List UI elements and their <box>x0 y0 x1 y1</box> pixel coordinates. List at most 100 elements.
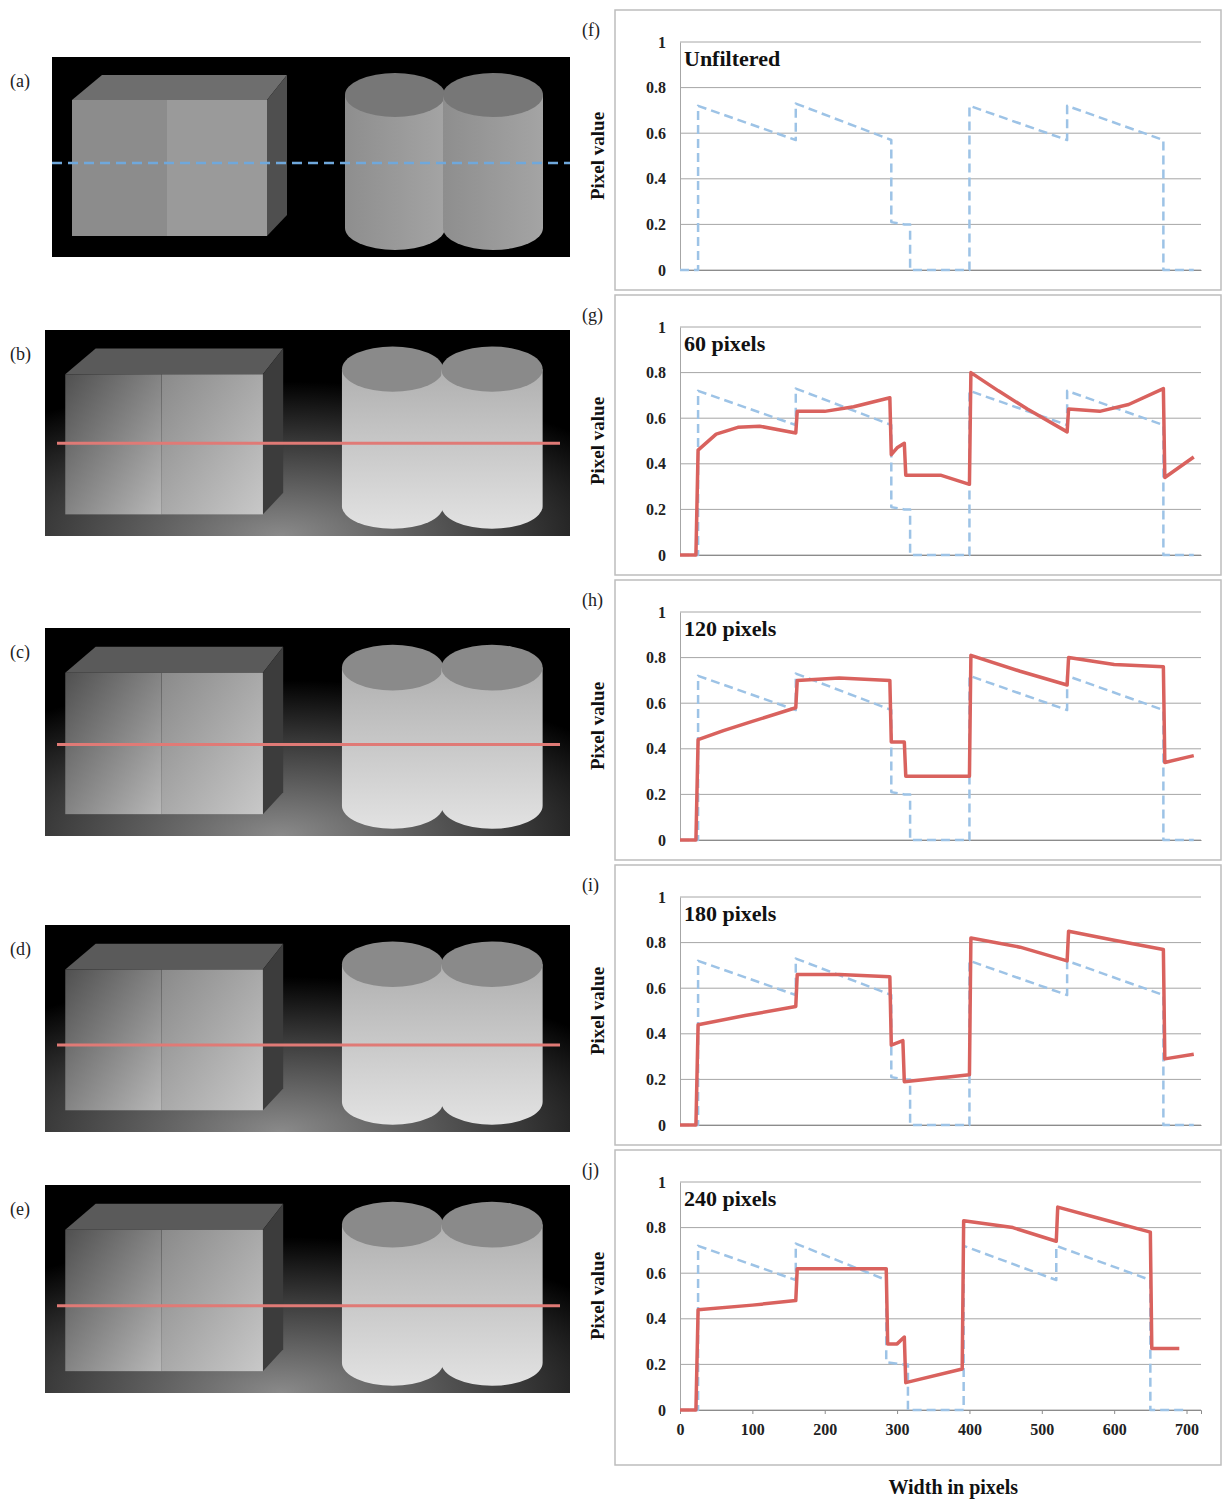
panel-label: (a) <box>10 71 30 92</box>
x-axis-title: Width in pixels <box>888 1476 1018 1499</box>
grid-line <box>680 1318 1201 1319</box>
illustration <box>52 57 570 257</box>
x-tick-label: 600 <box>1103 1421 1127 1438</box>
y-tick-label: 1 <box>658 319 666 336</box>
series-group <box>680 931 1194 1125</box>
y-tick: 0.4 <box>646 740 680 757</box>
cube-front-left <box>65 970 161 1111</box>
y-axis-line <box>680 898 681 1126</box>
cube-top <box>65 647 283 673</box>
y-axis-title: Pixel value <box>587 967 608 1055</box>
y-tick: 0.8 <box>646 79 680 96</box>
cube-top <box>65 349 283 375</box>
illustration <box>45 628 570 836</box>
y-tick: 0 <box>658 1402 680 1419</box>
panel-label: (j) <box>582 1160 599 1181</box>
y-axis: 00.20.40.60.81 <box>646 34 681 279</box>
y-axis: 00.20.40.60.81 <box>646 889 681 1134</box>
y-axis-title: Pixel value <box>587 112 608 200</box>
profile-line <box>57 442 560 445</box>
cylinder-top <box>342 645 443 691</box>
chart-title: 120 pixels <box>684 616 777 641</box>
cylinder-top <box>443 73 543 117</box>
y-tick: 0.2 <box>646 216 680 233</box>
cube-top <box>65 1204 283 1230</box>
y-tick-label: 0.4 <box>646 1025 666 1042</box>
chart-panel: 00.20.40.60.81Unfiltered(f)Pixel value <box>582 10 1221 290</box>
y-tick-label: 0.8 <box>646 1219 666 1236</box>
x-tick-mark <box>897 1410 898 1414</box>
panel-label: (f) <box>582 20 600 41</box>
chart-panel: 00.20.40.60.81120 pixels(h)Pixel value <box>582 580 1221 860</box>
cube-front-left <box>72 100 167 236</box>
panel-frame <box>615 1150 1221 1465</box>
y-axis-line <box>680 1183 681 1411</box>
x-axis: 0100200300400500600700 <box>677 1410 1202 1438</box>
panel-label: (g) <box>582 305 603 326</box>
y-axis-line <box>680 328 681 556</box>
grid-line <box>680 1125 1201 1126</box>
cylinder-top <box>342 346 443 391</box>
y-tick-label: 0.2 <box>646 1071 666 1088</box>
y-tick-label: 0.6 <box>646 410 666 427</box>
grid-line <box>680 224 1201 225</box>
cylinder-body <box>345 95 445 250</box>
grid-line <box>680 794 1201 795</box>
illustration <box>45 330 570 536</box>
grid-line <box>680 133 1201 134</box>
grid-line <box>680 327 1201 328</box>
cube-top <box>72 75 287 100</box>
grid-line <box>680 555 1201 556</box>
y-tick-label: 0.8 <box>646 364 666 381</box>
grid-line <box>680 87 1201 88</box>
grid-line <box>680 1364 1201 1365</box>
cylinder-body <box>441 369 542 529</box>
panel-label: (e) <box>10 1199 30 1220</box>
cylinder-body <box>342 369 443 529</box>
x-tick-label: 400 <box>958 1421 982 1438</box>
grid-line <box>680 988 1201 989</box>
x-tick-mark <box>1042 1410 1043 1414</box>
chart-title: 180 pixels <box>684 901 777 926</box>
y-tick: 1 <box>658 319 680 336</box>
grid-line <box>680 1033 1201 1034</box>
x-tick-label: 300 <box>886 1421 910 1438</box>
cylinder-top <box>342 942 443 988</box>
y-tick-label: 0.4 <box>646 455 666 472</box>
y-axis-line <box>680 613 681 841</box>
grid <box>680 42 1201 270</box>
x-tick: 700 <box>1175 1410 1199 1438</box>
dashed-line <box>680 1244 1187 1410</box>
profile-line <box>52 162 570 165</box>
figure: (a)(b)(c)(d)(e)00.20.40.60.81Unfiltered(… <box>0 0 1223 1502</box>
x-tick: 400 <box>958 1410 982 1438</box>
solid-line <box>680 373 1194 555</box>
grid-line <box>680 748 1201 749</box>
dashed-line <box>680 389 1194 555</box>
cube-front-right <box>162 1230 263 1371</box>
y-tick-label: 0.6 <box>646 125 666 142</box>
y-tick-label: 0 <box>658 547 666 564</box>
y-axis: 00.20.40.60.81 <box>646 1174 681 1419</box>
cube-top <box>65 944 283 970</box>
y-tick-label: 0.2 <box>646 216 666 233</box>
grid-line <box>680 418 1201 419</box>
image-background <box>52 57 570 257</box>
cylinder-body <box>441 668 542 829</box>
y-axis: 00.20.40.60.81 <box>646 604 681 849</box>
x-tick: 300 <box>886 1410 910 1438</box>
series-group <box>680 373 1194 555</box>
y-tick: 0.6 <box>646 410 680 427</box>
grid-line <box>680 612 1201 613</box>
y-axis-title: Pixel value <box>587 1252 608 1340</box>
chart-title: 240 pixels <box>684 1186 777 1211</box>
y-tick-label: 0.2 <box>646 501 666 518</box>
grid-line <box>680 1273 1201 1274</box>
y-tick: 0.8 <box>646 649 680 666</box>
cube-side <box>263 349 283 515</box>
cube-side <box>267 75 287 236</box>
panel-label: (i) <box>582 875 599 896</box>
y-tick-label: 0.6 <box>646 980 666 997</box>
series-group <box>680 1207 1187 1410</box>
grid-line <box>680 463 1201 464</box>
